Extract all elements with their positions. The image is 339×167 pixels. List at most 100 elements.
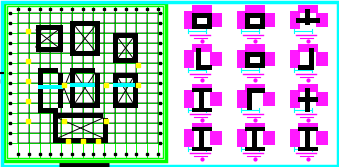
Bar: [95, 73, 100, 108]
Bar: [58, 73, 63, 108]
Bar: [245, 63, 265, 68]
Bar: [298, 5, 318, 13]
Bar: [298, 84, 318, 92]
Bar: [113, 83, 135, 87]
Bar: [192, 123, 212, 131]
Bar: [199, 92, 204, 112]
Bar: [192, 13, 197, 29]
Bar: [53, 113, 103, 118]
Bar: [207, 13, 212, 29]
Bar: [133, 33, 138, 63]
Bar: [113, 33, 118, 58]
Bar: [36, 25, 58, 30]
Bar: [305, 9, 310, 25]
Bar: [4, 3, 166, 161]
Bar: [70, 51, 95, 56]
Bar: [298, 123, 318, 131]
Bar: [192, 88, 212, 92]
Bar: [290, 90, 300, 108]
Bar: [7, 6, 163, 158]
Bar: [252, 131, 257, 151]
Bar: [113, 73, 118, 103]
Bar: [38, 68, 58, 73]
Bar: [237, 11, 247, 29]
Bar: [113, 33, 133, 38]
Bar: [210, 131, 222, 145]
Bar: [95, 21, 100, 56]
Bar: [192, 84, 212, 92]
Bar: [184, 90, 194, 108]
Bar: [298, 44, 318, 52]
Bar: [192, 5, 212, 13]
Bar: [184, 129, 194, 147]
Bar: [290, 50, 300, 68]
Bar: [36, 25, 41, 47]
Bar: [53, 138, 108, 143]
Bar: [247, 88, 265, 93]
Bar: [245, 123, 265, 131]
Bar: [245, 13, 265, 18]
Bar: [210, 92, 222, 106]
Bar: [305, 131, 310, 151]
Bar: [245, 13, 250, 29]
Bar: [4, 3, 166, 161]
Bar: [192, 24, 212, 29]
Bar: [290, 129, 300, 147]
Bar: [113, 58, 133, 63]
Bar: [316, 13, 328, 27]
Bar: [245, 52, 265, 57]
Bar: [70, 68, 95, 73]
Bar: [210, 52, 222, 66]
Bar: [298, 147, 318, 151]
Bar: [298, 127, 318, 131]
Bar: [53, 118, 58, 138]
Bar: [70, 21, 95, 26]
Bar: [237, 90, 247, 108]
Bar: [210, 13, 222, 27]
Bar: [316, 52, 328, 66]
Bar: [196, 48, 201, 70]
Bar: [245, 127, 265, 131]
Bar: [70, 21, 75, 51]
Bar: [237, 129, 247, 147]
Bar: [70, 103, 95, 108]
Bar: [247, 88, 252, 110]
Bar: [113, 103, 138, 108]
Bar: [305, 88, 310, 112]
Bar: [260, 13, 265, 29]
Bar: [245, 147, 265, 151]
Bar: [192, 147, 212, 151]
Bar: [290, 11, 300, 29]
Bar: [263, 92, 275, 106]
Bar: [196, 65, 212, 70]
Bar: [316, 131, 328, 145]
Bar: [245, 84, 265, 92]
Bar: [192, 13, 212, 18]
Bar: [38, 85, 63, 89]
Bar: [263, 13, 275, 27]
Bar: [184, 50, 194, 68]
Bar: [245, 44, 265, 52]
Bar: [38, 108, 58, 113]
Bar: [192, 108, 212, 112]
Bar: [263, 52, 275, 66]
Bar: [70, 83, 95, 87]
Bar: [70, 68, 75, 108]
Bar: [237, 50, 247, 68]
Bar: [192, 44, 212, 52]
Bar: [103, 118, 108, 138]
Bar: [245, 5, 265, 13]
Bar: [36, 47, 58, 52]
Bar: [245, 24, 265, 29]
Bar: [316, 92, 328, 106]
Bar: [309, 48, 314, 70]
Bar: [260, 52, 265, 68]
Bar: [38, 68, 43, 108]
Bar: [113, 73, 138, 78]
Bar: [298, 65, 314, 70]
Bar: [263, 131, 275, 145]
Bar: [184, 11, 194, 29]
Bar: [298, 97, 318, 102]
Bar: [58, 25, 63, 52]
Bar: [245, 52, 250, 68]
